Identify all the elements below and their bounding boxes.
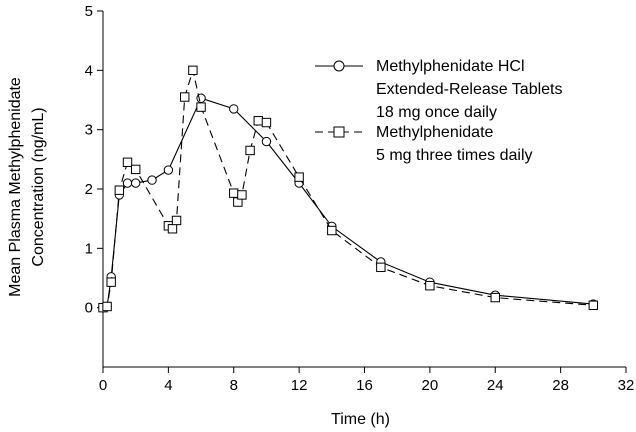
y-tick-label: 0 [85,300,93,317]
data-point-square [425,281,435,291]
data-point-square [490,292,500,303]
series-2-line [102,68,594,309]
series-1-line [102,97,594,309]
data-point-square [237,190,247,200]
data-point-square [261,117,272,128]
series-layer [98,65,599,313]
legend-label: Methylphenidate HCl [376,58,525,75]
data-point-square [106,277,116,287]
data-point-square [294,172,304,182]
x-tick-label: 20 [422,377,439,394]
legend-marker-square [333,126,345,138]
data-point-square [130,164,141,175]
data-point-square [253,116,263,126]
legend-label: 18 mg once daily [376,104,497,121]
y-tick-label: 3 [85,122,93,139]
data-point-square [376,262,386,273]
x-axis-title: Time (h) [331,411,390,428]
data-point-circle [261,136,272,147]
series-2 [98,65,599,313]
series-1 [98,93,599,313]
y-tick-label: 2 [85,181,93,198]
data-point-square [114,185,125,195]
legend: Methylphenidate HCl Extended-Release Tabl… [315,58,563,164]
y-tick-label: 4 [85,62,93,79]
y-tick-label: 5 [85,3,93,20]
x-tick-label: 16 [356,377,373,394]
data-point-square [122,157,133,168]
x-tick-label: 24 [487,377,504,394]
x-tick-label: 28 [552,377,569,394]
y-axis-title-line-1: Mean Plasma Methylphenidate [7,77,24,297]
data-point-square [188,65,198,76]
data-point-square [588,300,599,310]
data-point-square [229,188,239,198]
legend-marker-circle [333,60,345,72]
y-axis-title: Mean Plasma Methylphenidate Concentratio… [7,77,47,297]
data-point-square [171,215,182,226]
data-point-square [245,145,255,156]
x-tick-label: 8 [230,377,238,394]
data-point-square [180,92,190,102]
data-point-circle [163,165,174,175]
x-tick-label: 4 [164,377,172,394]
y-axis-title-line-2: Concentration (ng/mL) [30,107,47,266]
data-point-square [196,102,206,112]
x-tick-label: 32 [618,377,635,394]
legend-label: Methylphenidate [376,124,494,141]
data-point-circle [122,178,133,188]
data-point-circle [130,178,141,188]
data-point-square [167,224,178,234]
data-point-circle [229,104,239,114]
y-tick-label: 1 [85,240,93,257]
x-tick-label: 0 [99,377,107,394]
data-point-square [102,301,112,312]
legend-label: Extended-Release Tablets [376,81,563,98]
legend-label: 5 mg three times daily [376,147,533,164]
data-point-circle [147,175,157,185]
x-tick-label: 12 [291,377,308,394]
legend-entry-1: Methylphenidate HCl Extended-Release Tabl… [315,58,563,121]
legend-entry-2: Methylphenidate 5 mg three times daily [315,124,533,164]
data-point-square [327,225,337,236]
